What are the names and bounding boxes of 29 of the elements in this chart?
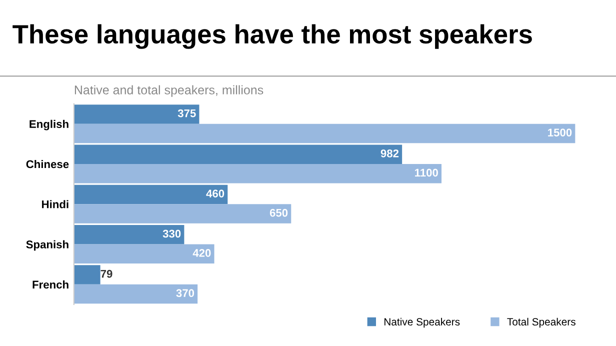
y-tick-label: Spanish [26, 240, 68, 251]
data-label: 1500 [548, 128, 572, 136]
bar [74, 124, 576, 144]
y-tick-label: Hindi [42, 200, 68, 208]
bar [74, 104, 200, 124]
data-label: 1100 [415, 168, 438, 177]
legend-label: Total Speakers [507, 318, 576, 328]
data-label: 460 [206, 190, 224, 198]
chart-title: These languages have the most speakers [12, 24, 532, 49]
bar [74, 164, 442, 184]
data-label: 420 [192, 249, 211, 257]
data-label: 375 [178, 109, 196, 118]
bar [74, 225, 184, 244]
data-label: 370 [176, 289, 194, 298]
bar [74, 244, 214, 264]
legend-label: Native Speakers [384, 318, 460, 328]
bar [74, 184, 228, 204]
chart-subtitle: Native and total speakers, millions [74, 85, 264, 97]
data-label: 982 [380, 149, 399, 158]
bar [74, 144, 402, 164]
data-label: 650 [270, 208, 288, 217]
data-label: 330 [162, 230, 181, 238]
y-tick-label: English [30, 120, 68, 130]
y-tick-label: Chinese [26, 160, 69, 168]
bar [74, 265, 100, 284]
data-label: 79 [100, 270, 112, 278]
bar [74, 284, 198, 304]
y-tick-label: French [32, 280, 68, 289]
bar [74, 204, 292, 224]
